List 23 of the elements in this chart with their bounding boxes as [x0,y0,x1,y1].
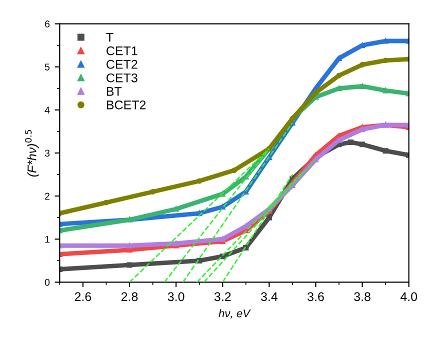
y-axis-title: (F*hν)$^{0.5}$ [24,130,39,177]
x-axis-title: hν, eV [218,309,251,319]
x-tick-label: 4.0 [400,292,418,302]
y-tick-label: 3 [44,150,50,157]
x-tick-label: 3.0 [168,292,184,302]
y-tick-label: 6 [45,20,50,28]
x-tick-label: 3.2 [214,292,231,302]
legend-label: CET2 [106,60,138,69]
y-tick-label: 4 [44,106,50,114]
legend-label: BCET2 [106,100,146,110]
x-tick-label: 3.8 [354,292,370,302]
x-tick-label: 2.6 [74,292,92,302]
y-tick-label: 2 [45,192,50,200]
x-tick-label: 2.8 [121,292,138,302]
legend-label: CET1 [106,46,138,56]
legend-label: BT [106,87,122,96]
x-tick-label: 3.6 [308,292,324,302]
y-tick-label: 5 [44,64,50,70]
x-tick-label: 3.4 [260,292,278,302]
legend-label: CET3 [106,73,138,82]
y-tick-label: 1 [45,236,50,243]
y-tick-label: 0 [44,278,50,286]
legend-label: T [106,33,114,42]
